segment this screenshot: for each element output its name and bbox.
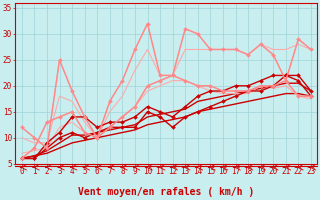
X-axis label: Vent moyen/en rafales ( km/h ): Vent moyen/en rafales ( km/h ) <box>78 187 254 197</box>
